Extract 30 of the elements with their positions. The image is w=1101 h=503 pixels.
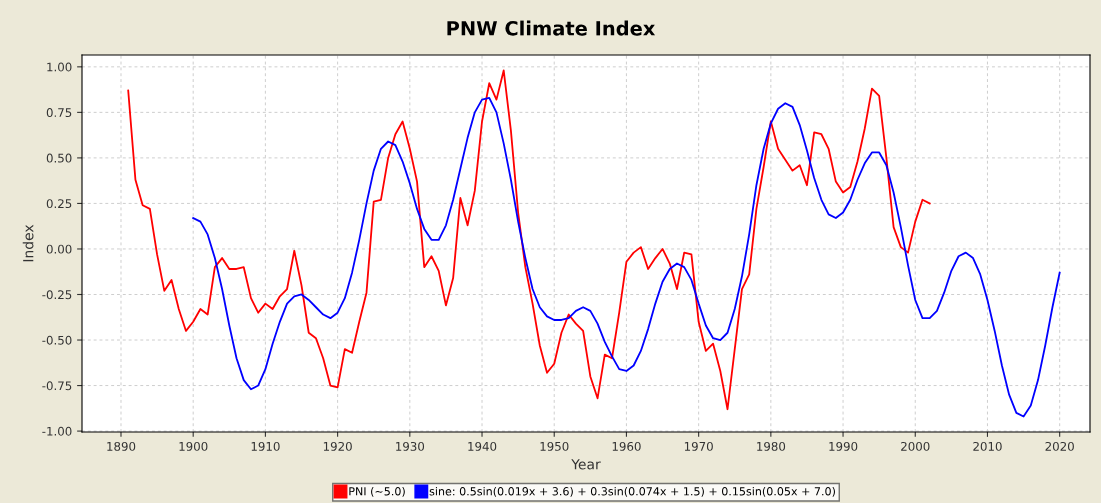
y-tick-label: 1.00 (47, 62, 72, 72)
y-tick-label: 0.50 (46, 153, 72, 163)
x-tick-label: 1890 (107, 441, 136, 451)
y-tick-label: -0.25 (42, 290, 72, 300)
x-tick-label: 1930 (396, 441, 425, 451)
y-axis-title: Index (22, 224, 34, 262)
y-tick-label: -1.00 (42, 426, 72, 436)
line-series (192, 96, 1061, 418)
x-tick-label: 1940 (468, 441, 497, 451)
x-tick-label: 1990 (829, 441, 858, 451)
x-tick-label: 1910 (251, 441, 280, 451)
x-tick-label: 2000 (901, 441, 930, 451)
chart-title: PNW Climate Index (447, 20, 656, 36)
x-tick-label: 1950 (540, 441, 569, 451)
y-tick-label: 0.25 (46, 199, 72, 209)
y-tick-label: -0.75 (42, 381, 72, 391)
x-tick-label: 2020 (1045, 441, 1074, 451)
legend-label: PNI (~5.0) (349, 486, 405, 497)
y-tick-label: 0.00 (46, 244, 72, 254)
y-tick-label: 0.75 (46, 108, 72, 118)
x-tick-label: 1980 (757, 441, 786, 451)
line-series (127, 69, 931, 411)
x-tick-label: 1920 (323, 441, 352, 451)
x-tick-label: 1970 (684, 441, 713, 451)
x-axis-title: Year (571, 459, 601, 470)
legend-label: sine: 0.5sin(0.019x + 3.6) + 0.3sin(0.074x + 1.5) + 0.15sin(0.05x + 7.0) (429, 486, 835, 497)
x-tick-label: 1960 (612, 441, 641, 451)
x-tick-label: 2010 (973, 441, 1002, 451)
x-tick-label: 1900 (179, 441, 208, 451)
y-tick-label: -0.50 (42, 335, 72, 345)
